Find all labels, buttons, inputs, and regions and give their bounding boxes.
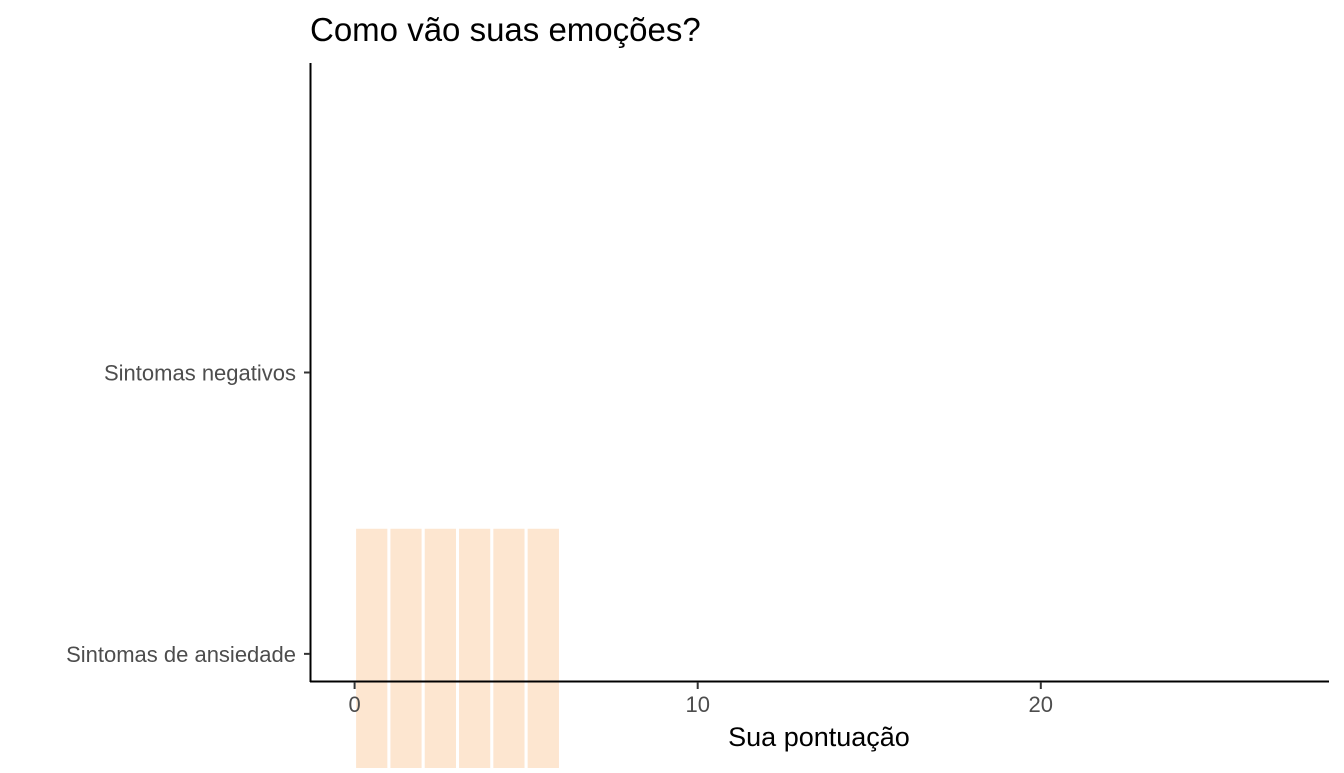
bar-segment-3	[421, 525, 460, 773]
x-tick-label: 20	[1029, 692, 1053, 717]
bar-segment-2	[387, 525, 425, 773]
y-tick-label: Sintomas de ansiedade	[66, 642, 296, 667]
x-ticks-layer: 0 10 20	[348, 682, 1053, 717]
x-tick-label: 10	[685, 692, 709, 717]
x-axis-title: Sua pontuação	[728, 722, 910, 752]
x-tick-label: 0	[348, 692, 360, 717]
bar-segment-1	[353, 525, 391, 773]
bars-layer	[353, 525, 562, 773]
bar-segment-5	[490, 525, 528, 773]
y-tick-label: Sintomas negativos	[104, 361, 296, 386]
bar-segment-4	[456, 525, 494, 773]
y-ticks-layer: Sintomas negativos Sintomas de ansiedade	[66, 361, 310, 667]
bar-segment-6	[524, 525, 562, 773]
chart-title: Como vão suas emoções?	[310, 11, 701, 48]
